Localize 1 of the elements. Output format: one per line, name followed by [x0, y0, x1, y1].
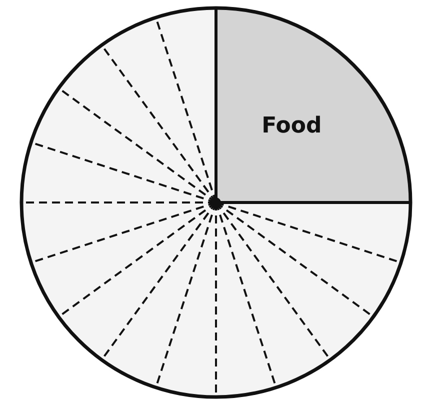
slice-label: Food	[262, 114, 322, 139]
